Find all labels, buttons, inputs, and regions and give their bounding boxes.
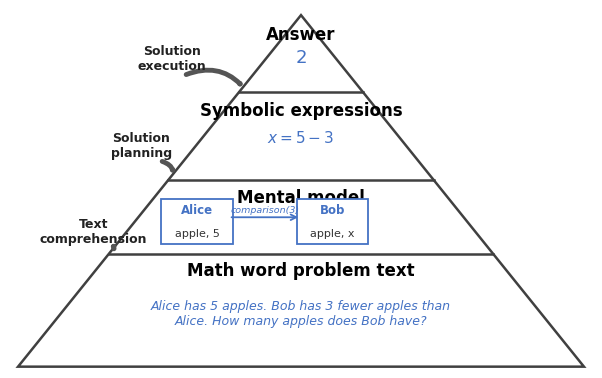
Text: apple, x: apple, x [311, 229, 355, 239]
Text: Mental model: Mental model [237, 189, 365, 207]
Text: Symbolic expressions: Symbolic expressions [200, 102, 402, 120]
Text: Answer: Answer [266, 26, 336, 45]
Text: Bob: Bob [320, 204, 346, 217]
Text: Alice: Alice [181, 204, 213, 217]
Text: Text
comprehension: Text comprehension [40, 218, 147, 246]
FancyBboxPatch shape [161, 198, 233, 243]
Text: Alice has 5 apples. Bob has 3 fewer apples than
Alice. How many apples does Bob : Alice has 5 apples. Bob has 3 fewer appl… [151, 300, 451, 328]
Text: Math word problem text: Math word problem text [187, 262, 415, 280]
Text: apple, 5: apple, 5 [175, 229, 220, 239]
Text: $x = 5 - 3$: $x = 5 - 3$ [267, 130, 335, 146]
Text: Solution
execution: Solution execution [137, 45, 206, 73]
Text: comparison(3): comparison(3) [231, 206, 299, 215]
Text: Solution
planning: Solution planning [111, 132, 172, 160]
FancyBboxPatch shape [297, 198, 368, 243]
Text: 2: 2 [295, 48, 307, 67]
